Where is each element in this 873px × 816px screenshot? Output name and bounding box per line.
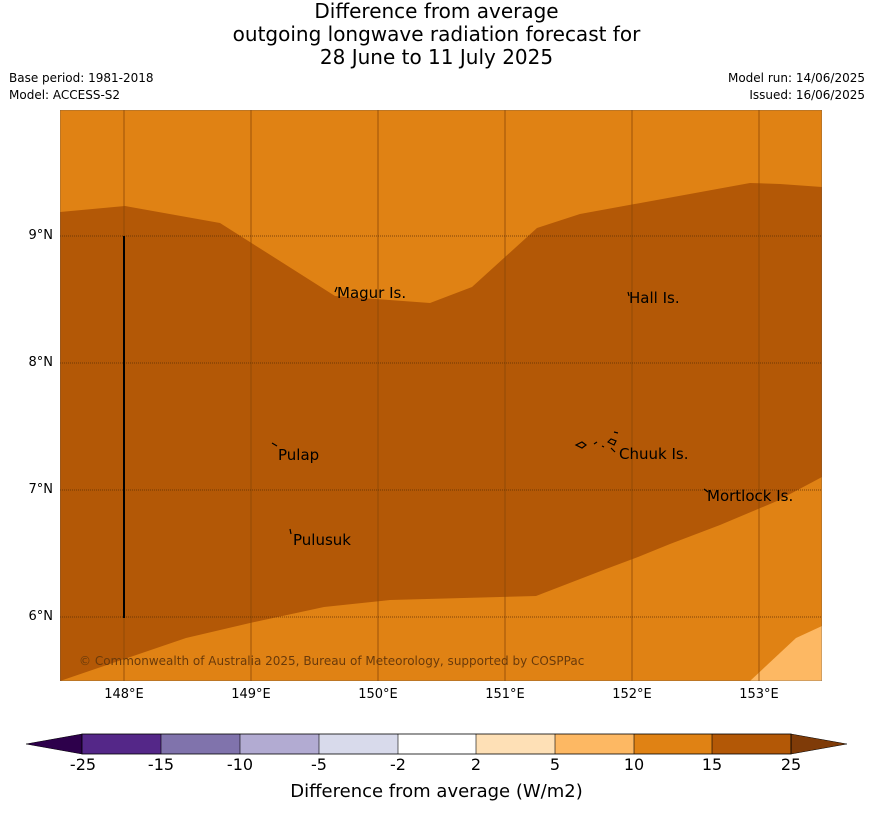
colorbar-swatch (634, 734, 712, 754)
colorbar-label: 2 (470, 755, 482, 774)
lat-tick-label: 7°N (28, 482, 54, 497)
lon-tick-label: 148°E (104, 687, 144, 702)
place-label: Chuuk Is. (619, 445, 688, 463)
colorbar-label: -15 (147, 755, 175, 774)
lon-tick-label: 151°E (485, 687, 525, 702)
place-label: Pulusuk (293, 531, 351, 549)
model-run: Model run: 14/06/2025 (727, 71, 865, 85)
meta-right: Model run: 14/06/2025 Issued: 16/06/2025 (728, 70, 865, 104)
issued-date: Issued: 16/06/2025 (749, 88, 865, 102)
mortlock-island (703, 488, 709, 493)
hall-island (627, 291, 630, 297)
colorbar-swatch (161, 734, 240, 754)
colorbar-outline (81, 733, 792, 755)
copyright-notice: © Commonwealth of Australia 2025, Bureau… (79, 654, 584, 668)
place-label: Magur Is. (337, 284, 406, 302)
colorbar-swatch (82, 734, 161, 754)
lon-tick-label: 149°E (231, 687, 271, 702)
colorbar-label: -2 (390, 755, 406, 774)
band-5-10-fill (750, 626, 822, 681)
colorbar-extend-high (790, 733, 848, 755)
colorbar-swatch (555, 734, 634, 754)
place-label: Pulap (278, 446, 319, 464)
lat-tick-label: 8°N (28, 355, 54, 370)
colorbar-swatch (476, 734, 555, 754)
lat-tick-label: 9°N (28, 228, 54, 243)
colorbar-label: 5 (549, 755, 561, 774)
lon-tick-label: 150°E (358, 687, 398, 702)
magur-island (334, 286, 338, 293)
colorbar-swatch (240, 734, 319, 754)
colorbar (25, 733, 848, 755)
pulusuk-island (289, 528, 292, 535)
place-labels: Magur Is. Hall Is. Pulap Chuuk Is. Mortl… (278, 284, 793, 549)
colorbar-swatch (398, 734, 476, 754)
chart-title: Difference from average outgoing longwav… (0, 0, 873, 69)
place-label: Mortlock Is. (707, 487, 793, 505)
lon-tick-label: 152°E (612, 687, 652, 702)
lon-tick-label: 153°E (739, 687, 779, 702)
title-line-1: Difference from average (314, 0, 559, 23)
lat-tick-label: 6°N (28, 609, 54, 624)
colorbar-title: Difference from average (W/m2) (290, 781, 583, 802)
colorbar-extend-low (25, 733, 83, 755)
chuuk-islands (574, 431, 619, 453)
map-svg: Magur Is. Hall Is. Pulap Chuuk Is. Mortl… (60, 110, 822, 681)
colorbar-label: -5 (311, 755, 327, 774)
title-line-3: 28 June to 11 July 2025 (319, 45, 554, 69)
colorbar-label: -10 (226, 755, 254, 774)
colorbar-label: -25 (69, 755, 97, 774)
colorbar-dividers (160, 734, 713, 754)
colorbar-swatch (319, 734, 398, 754)
colorbar-label: 25 (780, 755, 802, 774)
grid-lat (60, 235, 822, 618)
base-period: Base period: 1981-2018 (9, 71, 154, 85)
meta-left: Base period: 1981-2018 Model: ACCESS-S2 (9, 70, 154, 104)
pulap-island (271, 442, 278, 447)
model-name: Model: ACCESS-S2 (9, 88, 121, 102)
place-label: Hall Is. (629, 289, 680, 307)
colorbar-label: 15 (701, 755, 723, 774)
colorbar-label: 10 (623, 755, 645, 774)
island-outlines (271, 286, 709, 535)
map-panel: Magur Is. Hall Is. Pulap Chuuk Is. Mortl… (60, 110, 822, 681)
colorbar-swatch (712, 734, 791, 754)
title-line-2: outgoing longwave radiation forecast for (232, 22, 641, 46)
